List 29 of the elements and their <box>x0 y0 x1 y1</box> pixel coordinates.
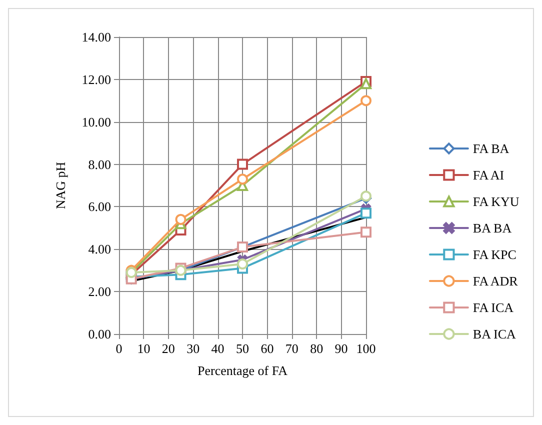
x-tick-label: 80 <box>310 341 324 356</box>
legend-label: FA KPC <box>472 247 516 262</box>
x-tick-label: 40 <box>211 341 224 356</box>
y-tick-label: 14.00 <box>82 30 111 44</box>
y-tick-label: 8.00 <box>88 156 111 172</box>
legend-label: FA ICA <box>472 300 514 315</box>
x-tick-label: 20 <box>162 341 175 356</box>
legend-label: FA AI <box>472 168 504 182</box>
y-tick-label: 2.00 <box>88 284 111 300</box>
x-tick-label: 10 <box>137 341 150 356</box>
x-tick-label: 90 <box>334 341 348 356</box>
legend-label: FA KYU <box>472 194 520 209</box>
x-tick-label: 0 <box>116 341 122 356</box>
x-tick-label: 50 <box>236 341 249 356</box>
legend-label: FA BA <box>472 141 510 156</box>
y-tick-label: 10.00 <box>82 114 111 130</box>
y-tick-label: 0.00 <box>88 326 111 342</box>
x-tick-label: 60 <box>260 341 274 356</box>
legend-label: FA ADR <box>472 274 518 288</box>
x-tick-label: 30 <box>186 341 200 356</box>
x-axis-title: Percentage of FA <box>197 363 288 378</box>
legend-label: BA ICA <box>472 326 517 342</box>
legend-label: BA BA <box>472 220 512 236</box>
y-axis-title: NAG pH <box>53 162 68 210</box>
y-tick-label: 12.00 <box>82 72 111 87</box>
y-tick-label: 4.00 <box>88 242 111 257</box>
x-tick-label: 70 <box>285 341 298 356</box>
y-tick-label: 6.00 <box>88 199 111 214</box>
x-tick-label: 100 <box>356 341 376 356</box>
